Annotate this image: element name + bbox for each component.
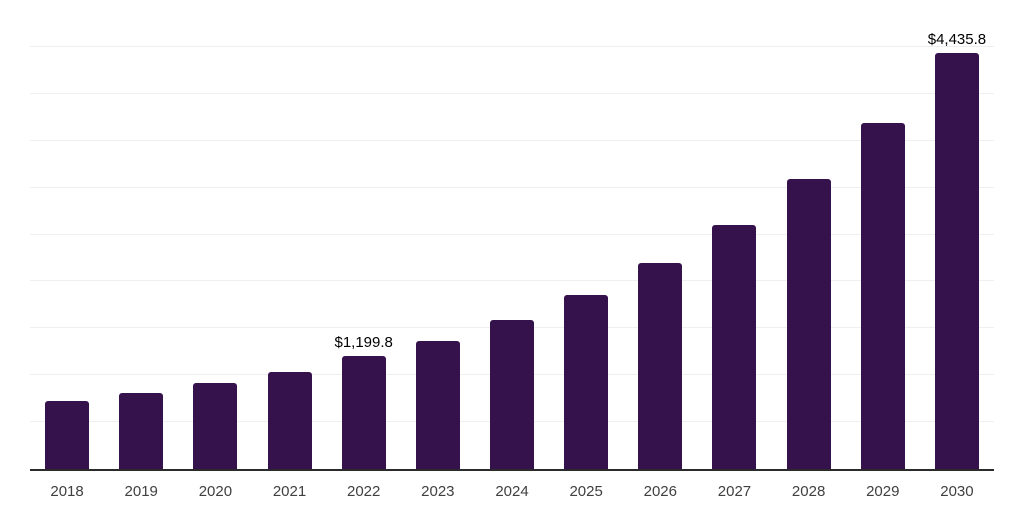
bar-2022 <box>341 356 386 469</box>
bar-2027 <box>712 225 757 469</box>
gridline <box>30 45 994 47</box>
value-label-2030: $4,435.8 <box>927 30 987 48</box>
value-label-2022: $1,199.8 <box>334 334 393 352</box>
bar-2028 <box>786 179 831 469</box>
x-tick-2018: 2018 <box>50 483 84 500</box>
gridline <box>30 186 994 188</box>
x-tick-2021: 2021 <box>272 483 307 500</box>
x-axis-line <box>30 469 994 471</box>
x-tick-2019: 2019 <box>124 483 158 500</box>
x-tick-2029: 2029 <box>866 483 900 500</box>
x-tick-2020: 2020 <box>198 483 233 500</box>
x-tick-2030: 2030 <box>940 483 974 500</box>
x-tick-2022: 2022 <box>347 483 381 500</box>
bar-2018 <box>45 401 90 469</box>
bar-2021 <box>267 372 312 469</box>
bar-2024 <box>490 320 534 469</box>
bar-2023 <box>415 341 460 469</box>
plot-area: $1,199.8 $4,435.8 <box>30 0 994 469</box>
x-tick-2026: 2026 <box>643 483 677 500</box>
x-axis-labels: 2018 2019 2020 2021 2022 2023 2024 2025 2026 2027… <box>30 483 994 505</box>
bar-2019 <box>119 392 164 469</box>
bar-2025 <box>564 294 609 469</box>
bar-2020 <box>193 383 238 469</box>
bar-2030 <box>934 52 979 469</box>
x-tick-2024: 2024 <box>495 483 529 500</box>
gridline <box>30 280 994 282</box>
x-tick-2025: 2025 <box>569 483 603 500</box>
x-tick-2028: 2028 <box>791 483 826 500</box>
gridline <box>30 139 994 141</box>
gridline <box>30 233 994 235</box>
bar-2029 <box>860 122 905 469</box>
x-tick-2027: 2027 <box>717 483 752 500</box>
gridline <box>30 92 994 94</box>
x-tick-2023: 2023 <box>421 483 455 500</box>
bar-2026 <box>638 263 683 469</box>
